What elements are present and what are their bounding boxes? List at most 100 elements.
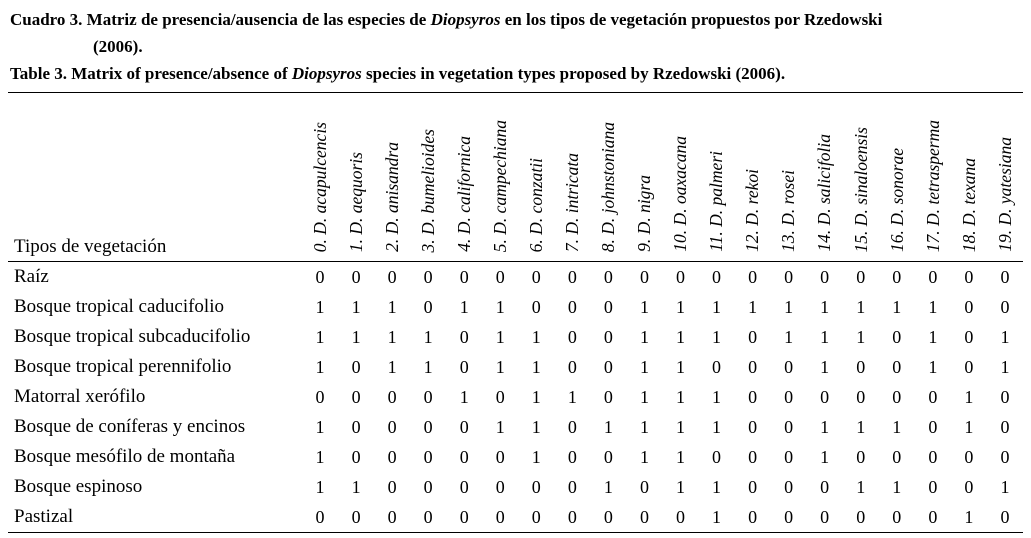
presence-value-cell: 1 xyxy=(495,356,505,377)
table-header: Tipos de vegetación 0. D. acapulcencis 1.… xyxy=(8,92,1023,262)
presence-value-cell: 0 xyxy=(964,356,974,377)
species-name-rotated: 5. D. campechiana xyxy=(490,119,511,252)
presence-value-cell: 0 xyxy=(856,446,866,467)
presence-value-cell: 0 xyxy=(351,386,361,407)
presence-value-cell: 1 xyxy=(712,416,722,437)
presence-value-cell: 0 xyxy=(892,326,902,347)
presence-value-cell: 0 xyxy=(351,356,361,377)
presence-value-cell: 0 xyxy=(351,266,361,287)
vegetation-type-label: Bosque tropical subcaducifolio xyxy=(14,326,251,347)
presence-value-cell: 1 xyxy=(712,476,722,497)
presence-value-cell: 0 xyxy=(567,326,577,347)
presence-value-cell: 0 xyxy=(748,386,758,407)
presence-value-cell: 0 xyxy=(928,476,938,497)
species-column-header: 15. D. sinaloensis xyxy=(842,92,879,262)
presence-value-cell: 0 xyxy=(748,266,758,287)
presence-value-cell: 0 xyxy=(1000,386,1010,407)
presence-value-cell: 1 xyxy=(950,502,987,533)
presence-value-cell: 0 xyxy=(459,266,469,287)
presence-value-cell: 1 xyxy=(820,326,830,347)
caption-english: Table 3. Matrix of presence/absence of D… xyxy=(10,60,1023,87)
presence-value-cell: 0 xyxy=(495,386,505,407)
presence-value-cell: 1 xyxy=(639,416,649,437)
presence-value-cell: 0 xyxy=(603,386,613,407)
presence-value-cell: 1 xyxy=(495,296,505,317)
presence-value-cell: 0 xyxy=(482,502,519,533)
caption-spanish: Cuadro 3. Matriz de presencia/ausencia d… xyxy=(10,6,1023,60)
presence-value-cell: 0 xyxy=(748,416,758,437)
presence-value-cell: 0 xyxy=(928,266,938,287)
presence-value-cell: 0 xyxy=(338,502,375,533)
presence-value-cell: 0 xyxy=(567,446,577,467)
presence-value-cell: 0 xyxy=(964,326,974,347)
presence-value-cell: 0 xyxy=(387,386,397,407)
presence-value-cell: 1 xyxy=(495,416,505,437)
species-column-header: 8. D. johnstoniana xyxy=(590,92,627,262)
presence-value-cell: 0 xyxy=(423,446,433,467)
presence-value-cell: 1 xyxy=(315,326,325,347)
presence-value-cell: 0 xyxy=(387,446,397,467)
presence-value-cell: 1 xyxy=(1000,356,1010,377)
presence-value-cell: 1 xyxy=(856,296,866,317)
presence-value-cell: 1 xyxy=(712,386,722,407)
presence-value-cell: 1 xyxy=(639,326,649,347)
presence-value-cell: 1 xyxy=(820,296,830,317)
caption-spanish-line1: Cuadro 3. Matriz de presencia/ausencia d… xyxy=(10,6,1023,33)
presence-value-cell: 0 xyxy=(531,296,541,317)
presence-value-cell: 1 xyxy=(459,386,469,407)
presence-value-cell: 0 xyxy=(784,356,794,377)
presence-value-cell: 0 xyxy=(302,502,339,533)
caption-english-genus: Diopsyros xyxy=(291,64,362,83)
presence-value-cell: 0 xyxy=(748,476,758,497)
presence-value-cell: 1 xyxy=(675,446,685,467)
presence-value-cell: 0 xyxy=(567,266,577,287)
species-name-rotated: 9. D. nigra xyxy=(634,175,655,252)
presence-value-cell: 0 xyxy=(892,386,902,407)
species-column-header: 10. D. oaxacana xyxy=(662,92,699,262)
vegetation-type-label: Bosque tropical perennifolio xyxy=(14,356,232,377)
presence-value-cell: 0 xyxy=(748,356,758,377)
species-column-header: 14. D. salicifolia xyxy=(806,92,843,262)
presence-value-cell: 1 xyxy=(639,296,649,317)
caption-spanish-line2: (2006). xyxy=(93,37,143,56)
presence-value-cell: 1 xyxy=(423,356,433,377)
presence-value-cell: 1 xyxy=(531,446,541,467)
presence-value-cell: 1 xyxy=(820,416,830,437)
species-name-rotated: 6. D. conzatii xyxy=(526,157,547,252)
presence-value-cell: 0 xyxy=(603,356,613,377)
species-header-row: Tipos de vegetación 0. D. acapulcencis 1.… xyxy=(8,92,1023,262)
presence-value-cell: 0 xyxy=(351,446,361,467)
presence-value-cell: 1 xyxy=(603,476,613,497)
presence-value-cell: 0 xyxy=(531,476,541,497)
presence-value-cell: 1 xyxy=(1000,326,1010,347)
species-column-header: 3. D. bumelioides xyxy=(410,92,447,262)
species-name-rotated: 12. D. rekoi xyxy=(742,169,763,252)
presence-value-cell: 0 xyxy=(1000,416,1010,437)
presence-value-cell: 0 xyxy=(495,476,505,497)
table-row: Bosque tropical subcaducifolio 1 1 1 1 0 1 1 0 0 1… xyxy=(8,322,1023,352)
presence-value-cell: 0 xyxy=(531,266,541,287)
presence-value-cell: 1 xyxy=(712,296,722,317)
species-name-rotated: 13. D. rosei xyxy=(778,170,799,252)
table-row: Raíz 0 0 0 0 0 0 0 0 0 0 0 0 0 0 0 0 0 0 0 0 xyxy=(8,262,1023,293)
species-column-header: 19. D. yatesiana xyxy=(986,92,1023,262)
presence-value-cell: 0 xyxy=(770,502,807,533)
table-row: Pastizal 0 0 0 0 0 0 0 0 0 0 0 1 0 0 0 0 0 0 1 0 xyxy=(8,502,1023,533)
caption-spanish-genus: Diopsyros xyxy=(430,10,501,29)
species-column-header: 4. D. californica xyxy=(446,92,483,262)
presence-value-cell: 1 xyxy=(387,296,397,317)
presence-value-cell: 1 xyxy=(315,446,325,467)
presence-value-cell: 0 xyxy=(459,416,469,437)
presence-value-cell: 0 xyxy=(423,476,433,497)
species-column-header: 16. D. sonorae xyxy=(878,92,915,262)
presence-value-cell: 1 xyxy=(603,416,613,437)
presence-value-cell: 1 xyxy=(1000,476,1010,497)
species-name-rotated: 7. D. intricata xyxy=(562,152,583,252)
presence-value-cell: 1 xyxy=(698,502,735,533)
presence-value-cell: 0 xyxy=(567,356,577,377)
species-column-header: 17. D. tetrasperma xyxy=(914,92,951,262)
presence-value-cell: 1 xyxy=(639,446,649,467)
vegetation-type-label: Bosque de coníferas y encinos xyxy=(14,416,246,437)
presence-value-cell: 1 xyxy=(856,326,866,347)
vegetation-type-label: Bosque espinoso xyxy=(14,476,143,497)
